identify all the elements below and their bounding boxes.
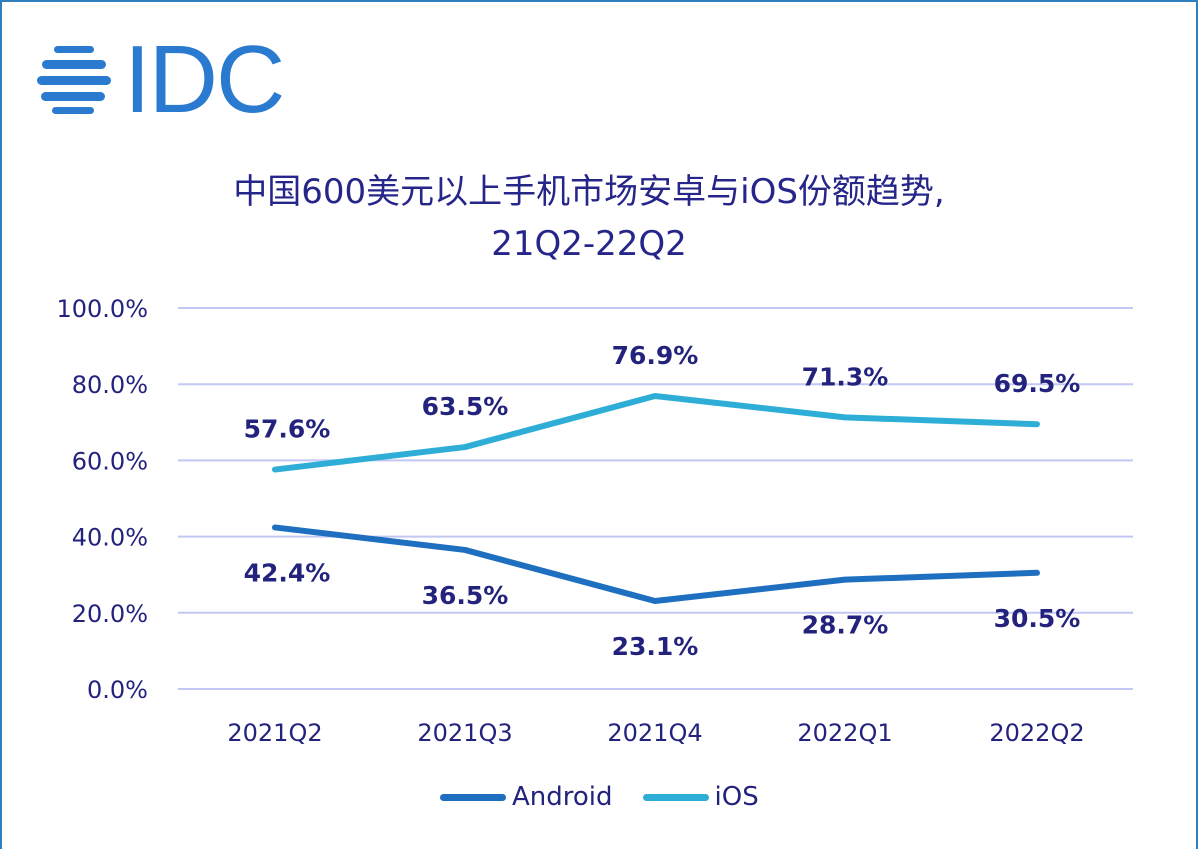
y-tick-label: 20.0% xyxy=(72,600,148,628)
chart-subtitle: 21Q2-22Q2 xyxy=(491,224,687,264)
data-label-android: 28.7% xyxy=(802,611,889,640)
series-line-android xyxy=(272,524,1040,604)
legend-label-android: Android xyxy=(512,782,613,812)
x-tick-label: 2022Q1 xyxy=(797,719,892,747)
x-tick-label: 2022Q2 xyxy=(989,719,1084,747)
data-label-ios: 71.3% xyxy=(802,362,889,391)
data-label-ios: 69.5% xyxy=(994,369,1081,398)
y-tick-label: 40.0% xyxy=(72,524,148,552)
x-tick-label: 2021Q4 xyxy=(607,719,702,747)
legend-label-ios: iOS xyxy=(714,782,759,812)
chart-title: 中国600美元以上手机市场安卓与iOS份额趋势, xyxy=(233,172,945,212)
data-label-ios: 63.5% xyxy=(422,392,509,421)
y-tick-label: 80.0% xyxy=(72,371,148,399)
x-tick-label: 2021Q2 xyxy=(227,719,322,747)
y-tick-label: 0.0% xyxy=(87,676,148,704)
legend-swatch-ios xyxy=(642,793,709,801)
idc-logo: IDC xyxy=(36,26,285,133)
y-tick-label: 60.0% xyxy=(72,447,148,475)
data-label-android: 30.5% xyxy=(994,604,1081,633)
data-label-android: 42.4% xyxy=(244,558,331,587)
data-label-ios: 76.9% xyxy=(612,341,699,370)
y-tick-label: 100.0% xyxy=(56,295,148,323)
legend-swatch-android xyxy=(440,793,506,801)
data-label-ios: 57.6% xyxy=(244,415,331,444)
x-tick-label: 2021Q3 xyxy=(417,719,512,747)
series-line-ios xyxy=(272,393,1040,473)
legend: Android iOS xyxy=(440,782,759,812)
data-label-android: 23.1% xyxy=(612,632,699,661)
data-label-android: 36.5% xyxy=(422,581,509,610)
globe-icon xyxy=(37,46,111,114)
logo-text: IDC xyxy=(124,26,285,133)
